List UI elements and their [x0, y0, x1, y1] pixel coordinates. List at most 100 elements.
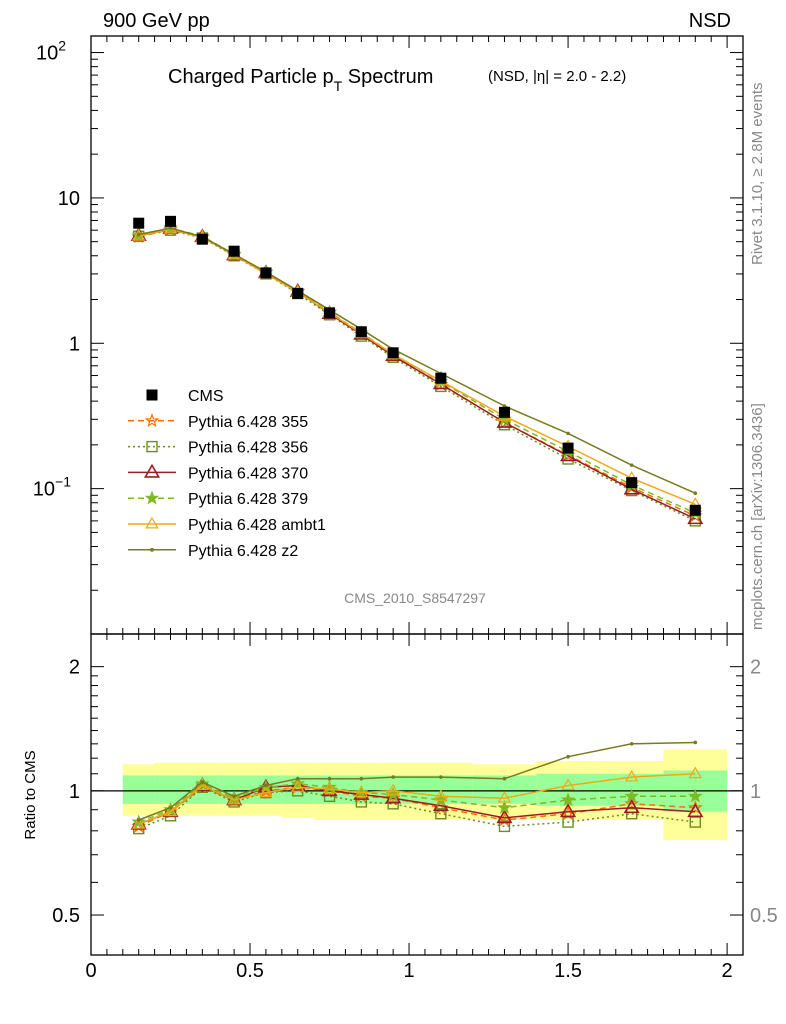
point-ambt1	[290, 780, 305, 792]
legend-label: Pythia 6.428 ambt1	[188, 517, 326, 534]
point-ambt1	[259, 785, 273, 798]
legend-marker	[146, 440, 158, 453]
point-z2	[168, 226, 173, 230]
y-tick-label: 0.5	[52, 905, 80, 927]
legend-item: CMS	[146, 388, 224, 405]
point-ambt1	[624, 769, 639, 782]
cms-point	[498, 406, 510, 418]
point-ambt1	[688, 766, 703, 779]
cms-point	[626, 477, 638, 489]
point-p356	[435, 808, 447, 820]
legend-item: Pythia 6.428 355	[128, 413, 308, 431]
point-z2	[502, 776, 507, 781]
legend-label: Pythia 6.428 356	[188, 440, 308, 457]
cms-point	[260, 267, 272, 279]
point-p355	[687, 799, 703, 814]
point-ambt1	[497, 790, 512, 803]
y-tick-label: 1	[69, 333, 80, 355]
point-p379	[560, 792, 576, 807]
legend-marker	[145, 516, 159, 529]
rivet-label: Rivet 3.1.10, ≥ 2.8M events	[749, 83, 766, 266]
y-tick-label: 2	[69, 657, 80, 679]
point-z2	[327, 776, 332, 781]
legend-label: CMS	[188, 388, 224, 405]
analysis-label: CMS_2010_S8547297	[344, 590, 486, 606]
point-z2	[693, 491, 698, 496]
point-p370	[623, 799, 640, 814]
legend-item: Pythia 6.428 ambt1	[128, 516, 326, 534]
cms-point	[133, 217, 145, 229]
y-tick-label-right: 0.5	[750, 905, 778, 927]
cms-point	[228, 245, 240, 257]
point-p370	[687, 803, 704, 818]
point-p355	[385, 790, 401, 805]
point-z2	[136, 232, 141, 237]
legend-marker	[150, 547, 154, 552]
point-ambt1	[354, 785, 369, 798]
chart-subtitle: (NSD, |η| = 2.0 - 2.2)	[488, 68, 626, 85]
point-p370	[560, 803, 577, 818]
ratio-ylabel: Ratio to CMS	[22, 750, 39, 839]
point-z2	[264, 783, 268, 788]
cms-point	[562, 442, 574, 454]
legend-label: Pythia 6.428 370	[188, 465, 308, 482]
point-p356	[562, 816, 574, 828]
point-z2	[136, 818, 141, 822]
cms-point	[387, 347, 399, 359]
legend-marker	[144, 413, 160, 428]
point-ambt1	[131, 817, 146, 829]
point-z2	[232, 794, 236, 799]
legend-marker	[144, 490, 160, 505]
point-ambt1	[322, 781, 337, 794]
legend-item: Pythia 6.428 356	[128, 440, 308, 457]
point-z2	[359, 776, 364, 781]
point-z2	[566, 431, 570, 436]
point-p356	[625, 808, 638, 820]
point-ambt1	[561, 778, 575, 791]
x-tick-label: 0	[85, 960, 96, 982]
y-tick-label-right: 1	[750, 781, 761, 803]
y-tick-label: 1	[69, 781, 80, 803]
x-tick-label: 1.5	[554, 960, 582, 982]
legend-marker	[143, 463, 161, 478]
legend-label: Pythia 6.428 z2	[188, 543, 298, 560]
point-z2	[693, 740, 698, 745]
point-z2	[439, 775, 443, 779]
cms-point	[292, 288, 304, 300]
point-p379	[624, 788, 640, 803]
ratio-panel: 0 0.5 1 1.5 2 0.5 0.5 1 1 2 2	[52, 633, 778, 982]
point-p356	[689, 816, 701, 828]
x-tick-label: 1	[403, 960, 414, 982]
legend-marker	[146, 389, 158, 401]
cms-point	[196, 233, 208, 245]
point-ambt1	[163, 804, 178, 817]
legend: CMS Pythia 6.428 355 Pythia 6.428 356 Pythi…	[128, 388, 326, 560]
y-tick-label: 10−1	[33, 474, 71, 501]
point-z2	[566, 754, 570, 759]
band-stat	[122, 775, 155, 804]
series-line-z2	[138, 741, 696, 821]
point-z2	[629, 463, 634, 467]
point-ambt1	[227, 792, 241, 805]
chart-title: Charged Particle pT Spectrum	[168, 66, 433, 94]
point-ambt1	[386, 783, 400, 796]
point-p370	[496, 809, 513, 824]
x-tick-label: 0.5	[236, 960, 264, 982]
point-p379	[497, 799, 512, 814]
point-z2	[295, 776, 300, 781]
legend-item: Pythia 6.428 370	[128, 463, 308, 482]
series-line-ambt1	[138, 228, 696, 505]
cms-data-points	[133, 215, 701, 516]
cms-point	[165, 215, 177, 227]
cms-point	[355, 326, 367, 338]
y-tick-label: 102	[36, 38, 66, 65]
ratio-frame	[90, 633, 744, 956]
mcplots-label: mcplots.cern.ch [arXiv:1306.3436]	[749, 403, 766, 630]
point-z2	[168, 805, 173, 810]
cms-point	[689, 504, 701, 516]
y-tick-label-right: 2	[750, 657, 761, 679]
point-z2	[391, 775, 395, 779]
legend-label: Pythia 6.428 355	[188, 414, 308, 431]
point-z2	[629, 742, 634, 746]
